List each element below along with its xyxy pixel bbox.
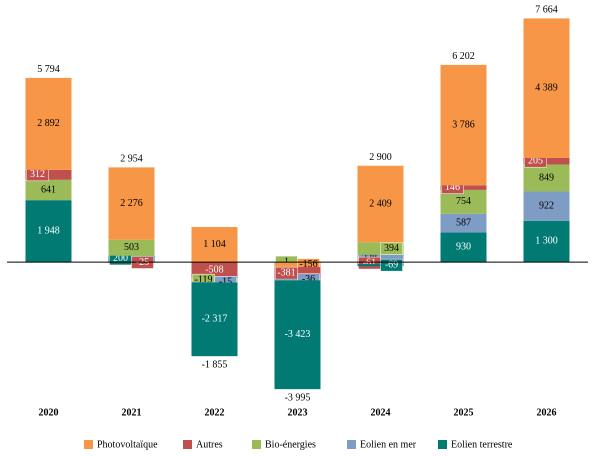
bar-segment xyxy=(25,77,72,170)
bar-segment xyxy=(523,220,570,263)
value-label: 922 xyxy=(539,200,554,211)
bar-segment xyxy=(25,200,72,263)
legend-label: Autres xyxy=(196,439,223,450)
value-label: 754 xyxy=(456,196,471,207)
bar-segment xyxy=(108,239,155,256)
x-tick-label: 2020 xyxy=(39,407,59,418)
bar-segment xyxy=(191,227,238,263)
value-label: -69 xyxy=(385,259,398,270)
value-label: -119 xyxy=(195,274,213,285)
value-label: 930 xyxy=(456,242,471,253)
legend-swatch xyxy=(347,440,356,449)
value-label: -508 xyxy=(205,264,223,275)
bar-segment xyxy=(191,282,238,357)
value-label: -36 xyxy=(302,274,315,285)
x-tick-label: 2024 xyxy=(371,407,391,418)
value-label: -3 423 xyxy=(285,329,311,340)
legend-swatch xyxy=(252,440,261,449)
value-label: 587 xyxy=(456,218,471,229)
value-label: 849 xyxy=(539,172,554,183)
x-tick-label: 2025 xyxy=(454,407,474,418)
legend-label: Eolien en mer xyxy=(360,439,417,450)
value-label: 2 892 xyxy=(37,118,60,129)
bar-segment xyxy=(25,179,72,201)
value-label: 200 xyxy=(113,253,128,264)
total-label: 2 954 xyxy=(120,154,143,165)
legend-swatch xyxy=(84,440,93,449)
value-label: 1 104 xyxy=(203,239,226,250)
value-label: 503 xyxy=(124,242,139,253)
legend-swatch xyxy=(183,440,192,449)
legend-label: Photovoltaïque xyxy=(97,439,158,450)
bar-segment xyxy=(440,232,487,263)
value-label: -61 xyxy=(363,257,376,268)
bar-segment xyxy=(440,213,487,233)
value-label: 4 389 xyxy=(535,82,558,93)
value-label: -156 xyxy=(299,259,317,270)
bar-segment xyxy=(357,165,404,243)
total-label: 2 900 xyxy=(369,152,392,163)
value-label: -381 xyxy=(277,267,295,278)
total-label: 5 794 xyxy=(37,64,60,75)
value-label: 394 xyxy=(384,243,399,254)
bar-segment xyxy=(523,18,570,158)
x-tick-label: 2026 xyxy=(537,407,557,418)
total-label: 6 202 xyxy=(452,51,475,62)
value-label: 1 300 xyxy=(535,236,558,247)
total-label: -1 855 xyxy=(202,359,228,370)
x-tick-label: 2021 xyxy=(122,407,142,418)
total-label: -3 995 xyxy=(285,392,311,403)
bar-segment xyxy=(523,191,570,221)
bar-segment xyxy=(440,64,487,186)
value-label: 2 276 xyxy=(120,198,143,209)
bar-segment xyxy=(440,189,487,214)
value-label: 146 xyxy=(445,182,460,193)
value-label: 3 786 xyxy=(452,119,475,130)
x-tick-label: 2023 xyxy=(288,407,308,418)
label-box xyxy=(275,266,298,280)
legend-label: Eolien terrestre xyxy=(451,439,513,450)
legend-swatch xyxy=(438,440,447,449)
total-label: 7 664 xyxy=(535,5,558,16)
bar-segment xyxy=(274,280,321,390)
value-label: 641 xyxy=(41,184,56,195)
label-box xyxy=(380,242,403,255)
value-label: 2 409 xyxy=(369,198,392,209)
value-label: -15 xyxy=(219,277,232,288)
value-label: 312 xyxy=(30,169,45,180)
x-tick-label: 2022 xyxy=(205,407,225,418)
bar-segment xyxy=(523,164,570,192)
value-label: 1 948 xyxy=(37,225,60,236)
value-label: 205 xyxy=(528,156,543,167)
value-label: -2 317 xyxy=(202,314,228,325)
bar-segment xyxy=(108,167,155,240)
legend-label: Bio-énergies xyxy=(265,439,316,450)
